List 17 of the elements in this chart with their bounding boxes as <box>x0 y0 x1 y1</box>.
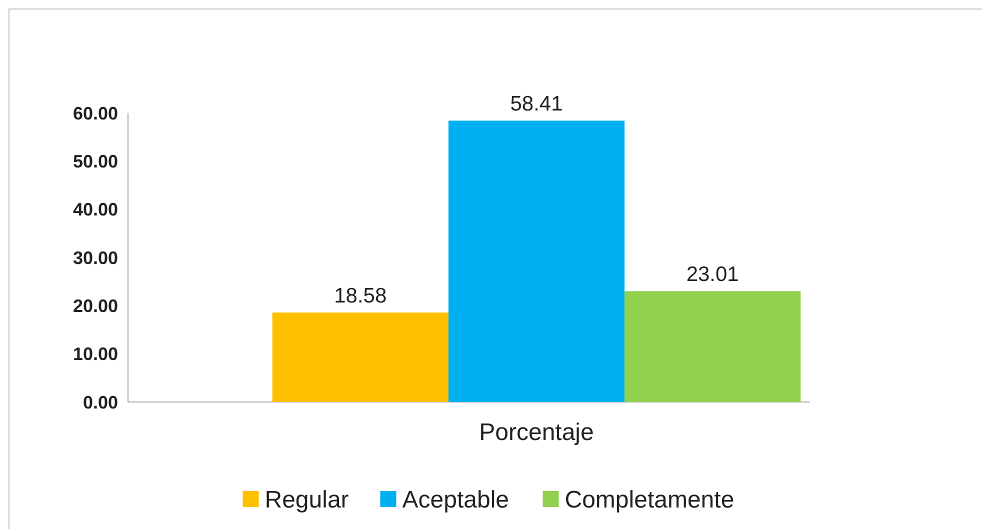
y-tick-label: 20.00 <box>72 296 118 316</box>
bar <box>624 291 801 402</box>
y-tick-label: 0.00 <box>82 392 118 412</box>
y-tick-label: 50.00 <box>72 151 118 172</box>
bar <box>272 312 448 402</box>
y-tick-label: 30.00 <box>72 248 118 268</box>
y-tick-label: 10.00 <box>72 344 118 364</box>
legend-label: Regular <box>264 486 349 514</box>
x-tick-label: Porcentaje <box>479 419 594 446</box>
data-label: 23.01 <box>686 263 739 286</box>
y-tick-label: 60.00 <box>72 103 118 124</box>
y-tick-label: 40.00 <box>72 200 118 220</box>
data-label: 58.41 <box>510 92 563 116</box>
legend-label: Aceptable <box>402 486 509 514</box>
data-label: 18.58 <box>334 284 387 308</box>
legend-label: Completamente <box>564 486 734 514</box>
bar <box>448 120 625 402</box>
